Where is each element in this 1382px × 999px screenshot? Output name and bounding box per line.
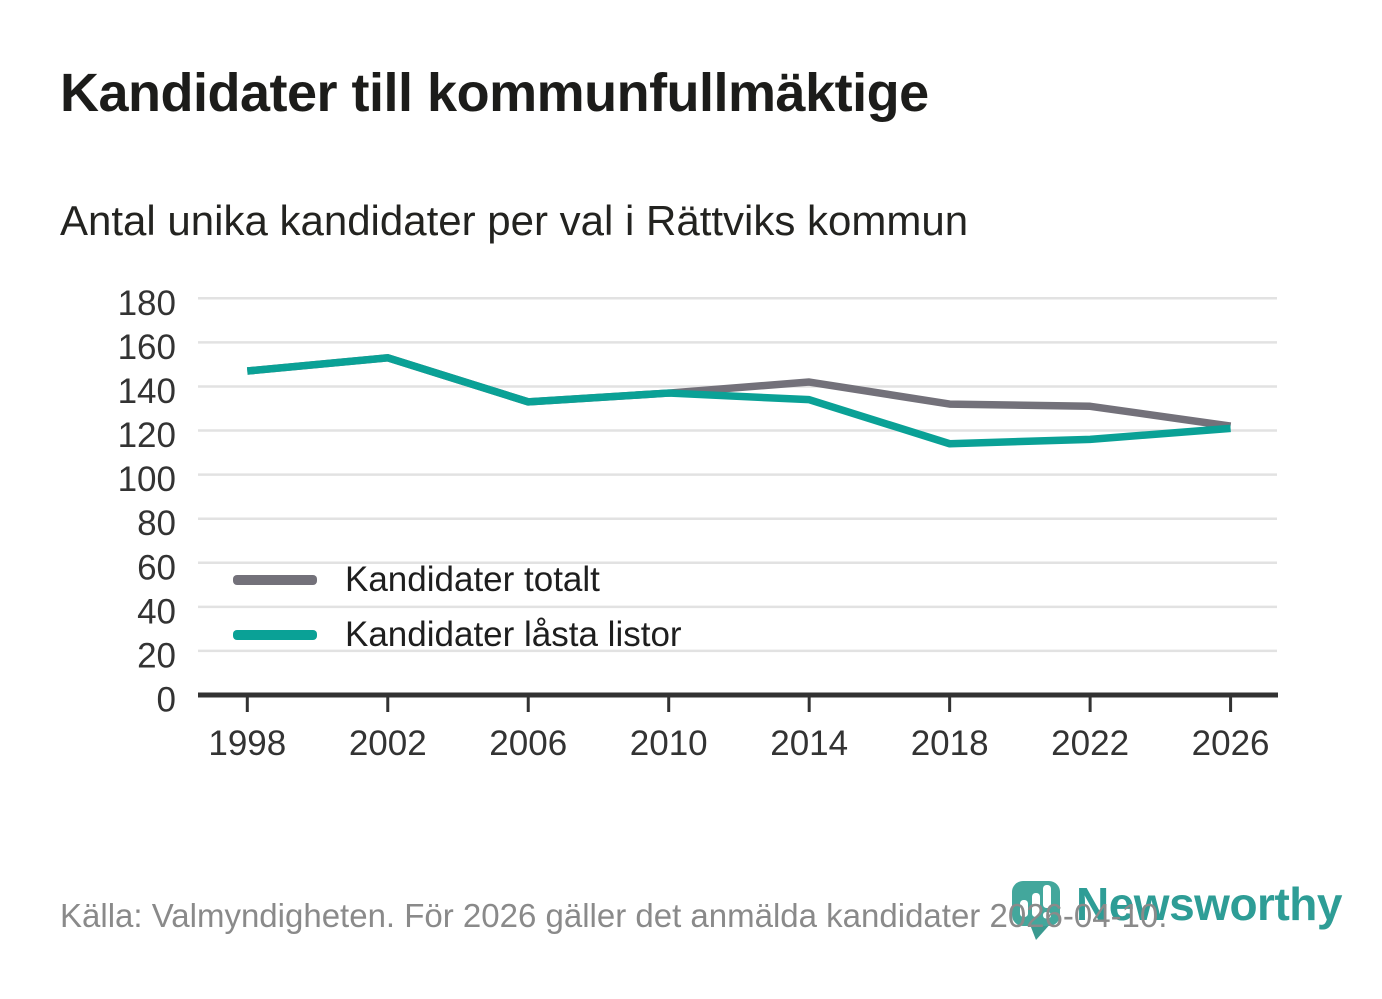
bar-icon-small	[1020, 900, 1028, 917]
x-axis-tick-label: 2026	[1192, 724, 1270, 763]
newsworthy-wordmark: Newsworthy	[1076, 878, 1342, 930]
y-axis-tick-label: 60	[137, 548, 176, 587]
source-note: Källa: Valmyndigheten. För 2026 gäller d…	[60, 897, 1168, 934]
pin-tail	[1029, 922, 1052, 940]
legend-label: Kandidater totalt	[345, 559, 600, 599]
y-axis-tick-label: 40	[137, 592, 176, 631]
y-axis-tick-label: 100	[118, 460, 176, 499]
y-axis-tick-label: 180	[118, 284, 176, 323]
newsworthy-pin-icon	[1012, 881, 1060, 940]
chart-legend: Kandidater totalt Kandidater låsta listo…	[233, 552, 682, 662]
x-axis-tick-label: 2002	[349, 724, 427, 763]
x-axis-tick-label: 2010	[630, 724, 708, 763]
x-axis-tick-label: 2018	[911, 724, 989, 763]
bar-icon-medium	[1032, 893, 1040, 917]
legend-item-lasta-listor: Kandidater låsta listor	[233, 607, 682, 662]
x-axis-tick-label: 2006	[489, 724, 567, 763]
y-axis-tick-label: 120	[118, 416, 176, 455]
x-axis-tick-label: 2022	[1051, 724, 1129, 763]
legend-swatch-totalt	[233, 574, 317, 585]
newsworthy-logo: Newsworthy	[1012, 878, 1342, 959]
legend-label: Kandidater låsta listor	[345, 614, 682, 654]
series-line-totalt	[246, 354, 1232, 430]
y-axis-tick-label: 140	[118, 372, 176, 411]
y-axis-tick-label: 160	[118, 328, 176, 367]
legend-item-totalt: Kandidater totalt	[233, 552, 682, 607]
y-axis-tick-label: 20	[137, 636, 176, 675]
x-axis-tick-label: 1998	[208, 724, 286, 763]
exclamation-dot-icon	[1043, 912, 1051, 919]
y-axis-tick-label: 80	[137, 504, 176, 543]
y-axis-tick-label: 0	[157, 681, 176, 720]
x-axis-tick-label: 2014	[770, 724, 848, 763]
page-title: Kandidater till kommunfullmäktige	[60, 63, 929, 123]
exclamation-bar-icon	[1043, 885, 1051, 908]
chart-subtitle: Antal unika kandidater per val i Rättvik…	[60, 197, 969, 244]
legend-swatch-lasta-listor	[233, 629, 317, 640]
series-line-lasta-listor	[246, 354, 1231, 448]
